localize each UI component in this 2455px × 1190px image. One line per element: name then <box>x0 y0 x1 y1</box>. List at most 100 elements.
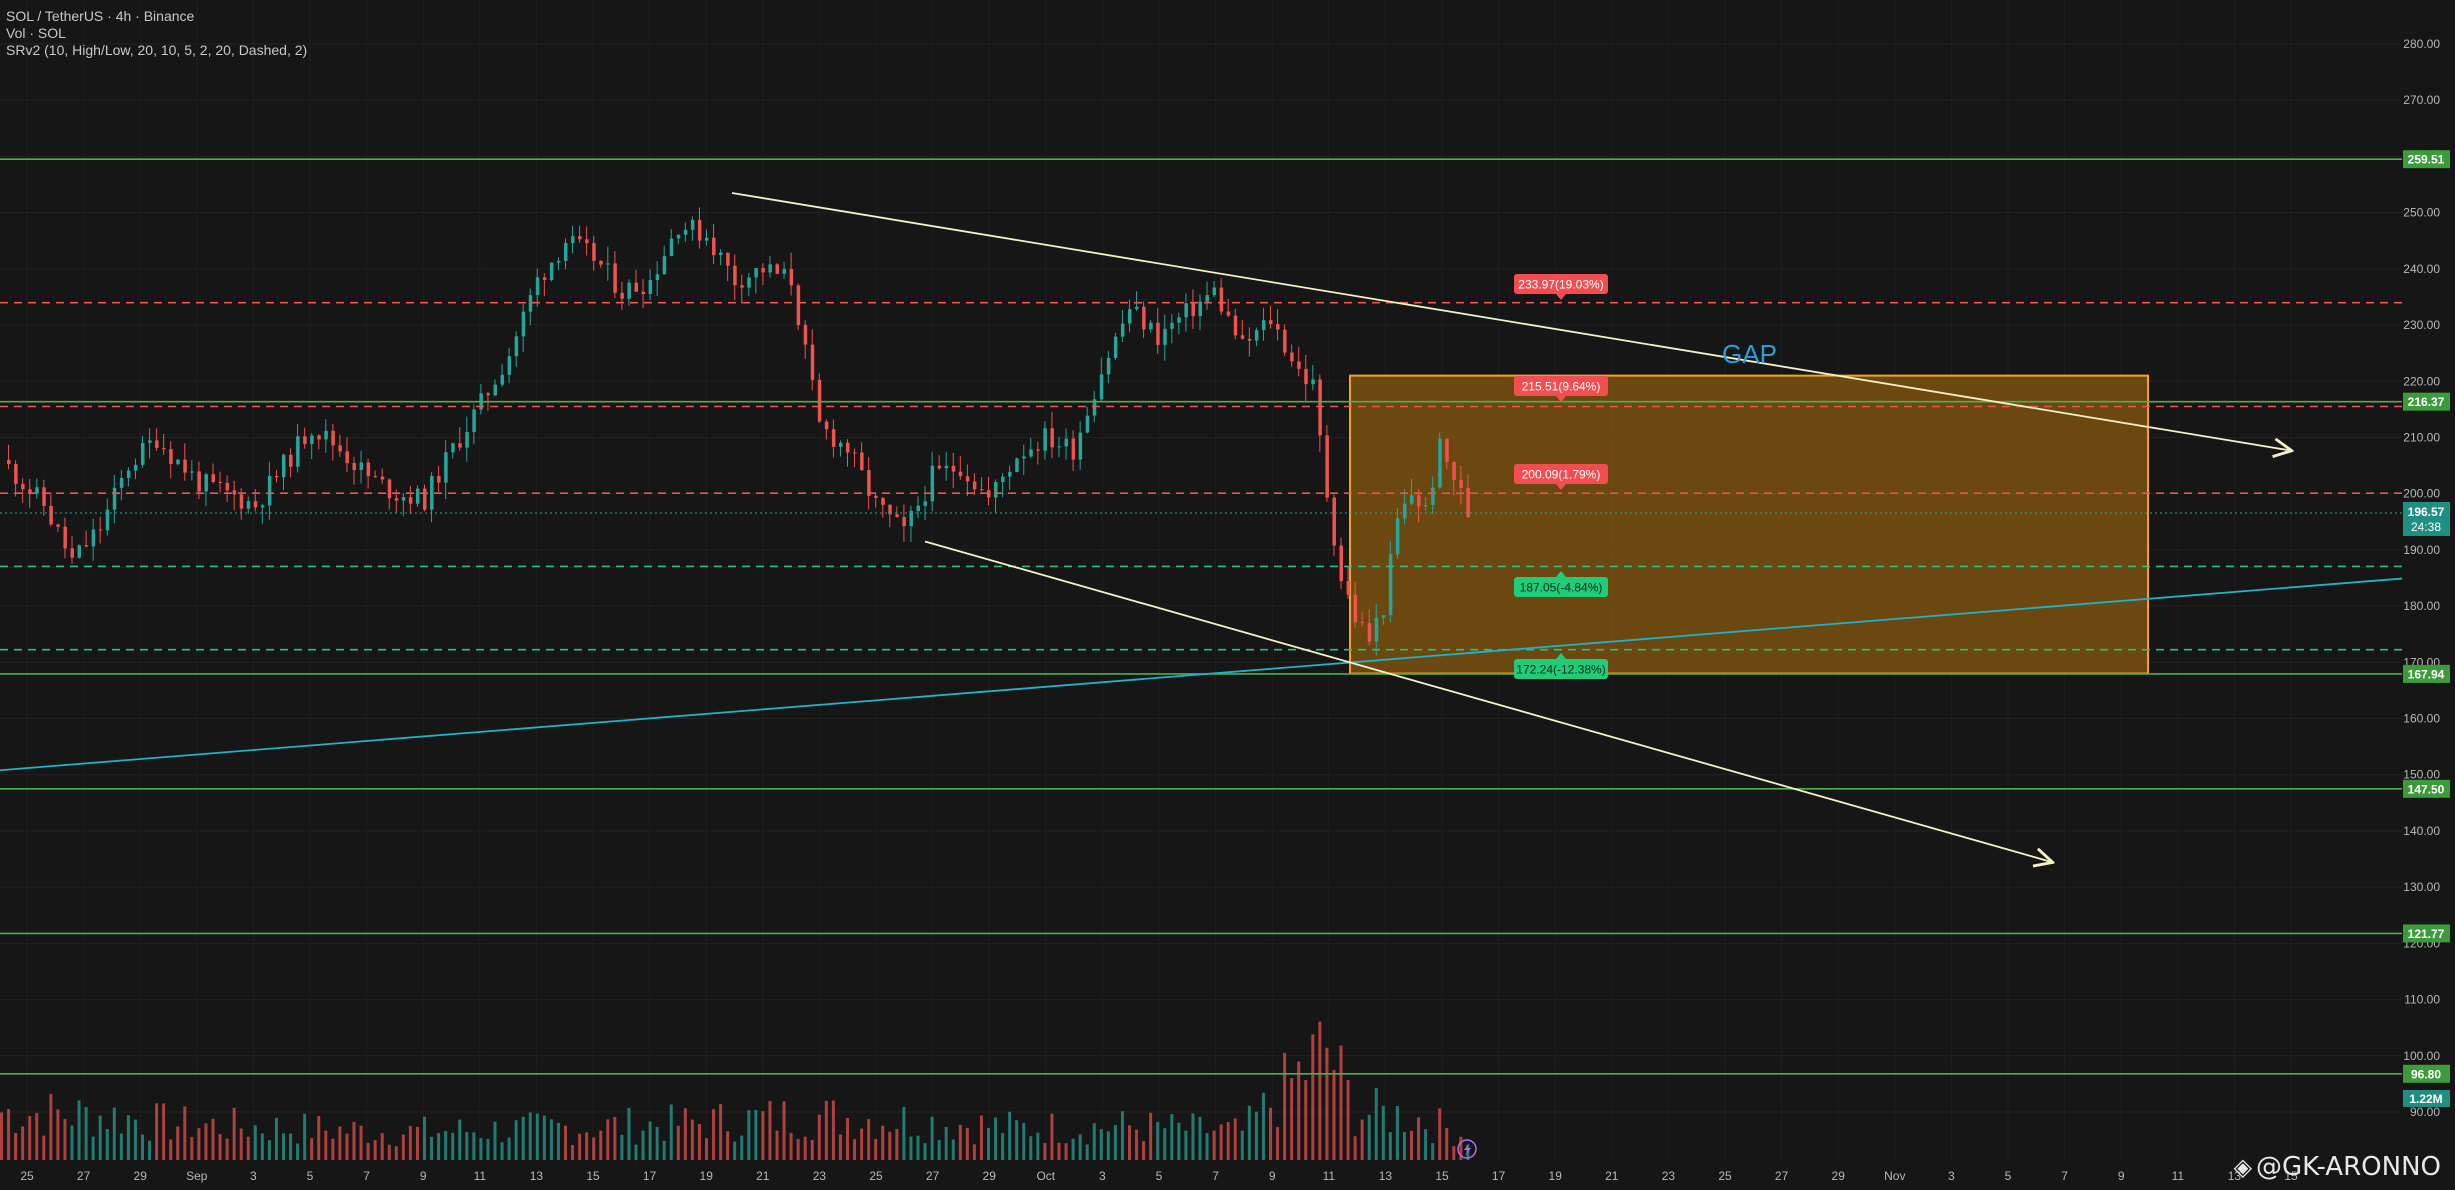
candle-body <box>846 442 850 453</box>
candle-body <box>514 336 519 357</box>
candle-body <box>902 517 906 527</box>
candle-body <box>1071 438 1076 460</box>
candle-body <box>1374 617 1379 642</box>
candle-body <box>218 481 223 483</box>
candle-body <box>754 268 758 278</box>
x-tick-label: 11 <box>474 1169 487 1183</box>
y-tick-label: 130.00 <box>2403 880 2440 894</box>
volume-bar <box>338 1126 342 1160</box>
volume-bar <box>21 1126 25 1160</box>
x-tick-label: 5 <box>307 1169 314 1183</box>
level-price-text: 259.51 <box>2408 153 2445 167</box>
volume-bar <box>105 1128 109 1160</box>
volume-bar <box>317 1115 321 1160</box>
candle-body <box>387 479 392 499</box>
candle-body <box>1099 374 1104 400</box>
volume-bar <box>712 1109 716 1160</box>
binance-logo-icon: ◈ <box>2233 1153 2253 1181</box>
lightning-icon <box>1464 1143 1471 1156</box>
candle-body <box>1015 458 1019 472</box>
x-tick-label: 29 <box>1832 1169 1846 1183</box>
volume-bar <box>352 1121 356 1160</box>
candle-body <box>423 488 427 510</box>
y-tick-label: 100.00 <box>2403 1049 2440 1063</box>
y-tick-label: 140.00 <box>2403 824 2440 838</box>
candle-body <box>246 501 251 509</box>
candle-body <box>324 430 328 440</box>
candle-body <box>1064 438 1069 447</box>
candle-body <box>817 379 822 422</box>
candle-body <box>676 234 681 239</box>
candle-body <box>225 482 230 491</box>
candle-body <box>1128 309 1132 324</box>
volume-bar <box>63 1118 67 1160</box>
volume-bar <box>1184 1130 1188 1160</box>
candle-body <box>338 445 342 452</box>
candle-body <box>162 447 166 450</box>
volume-bar <box>895 1128 899 1160</box>
candle-body <box>331 430 335 446</box>
volume-bar <box>979 1115 983 1160</box>
candle-body <box>1135 306 1139 310</box>
candle-body <box>1459 480 1463 489</box>
level-price-badge <box>2403 664 2450 683</box>
candle-body <box>620 292 624 299</box>
candle-body <box>176 459 180 465</box>
volume-bar <box>867 1119 871 1160</box>
volume-bar <box>394 1146 398 1160</box>
volume-bar <box>112 1107 116 1160</box>
candle-body <box>972 481 977 490</box>
candle-body <box>1163 328 1167 345</box>
x-tick-label: 15 <box>1435 1169 1449 1183</box>
watermark: ◈ @GK-ARONNO <box>2234 1152 2441 1182</box>
volume-bar <box>697 1123 701 1160</box>
volume-bar <box>1071 1138 1075 1160</box>
level-price-text: 167.94 <box>2408 667 2445 681</box>
candle-body <box>1142 306 1146 330</box>
volume-bar <box>1177 1122 1181 1160</box>
candle-body <box>1219 287 1224 312</box>
volume-bar <box>246 1136 250 1160</box>
candle-body <box>690 219 695 230</box>
volume-bar <box>1085 1144 1089 1160</box>
candle-body <box>274 475 279 478</box>
volume-bar <box>923 1143 927 1160</box>
target-label-box <box>1514 577 1608 597</box>
volume-bar <box>1120 1111 1124 1160</box>
candle-body <box>197 471 201 492</box>
x-tick-label: 5 <box>1156 1169 1163 1183</box>
target-label-pointer <box>1556 653 1566 659</box>
x-tick-label: 7 <box>1212 1169 1219 1183</box>
volume-bar <box>162 1103 166 1160</box>
target-label-pointer <box>1556 294 1566 300</box>
volume-bar <box>1388 1132 1392 1160</box>
y-tick-label: 250.00 <box>2403 206 2440 220</box>
candle-body <box>1297 361 1301 369</box>
volume-bar <box>535 1113 539 1160</box>
candle-body <box>91 529 96 547</box>
candle-body <box>289 454 293 467</box>
volume-bar <box>592 1137 596 1160</box>
level-price-text: 121.77 <box>2408 927 2445 941</box>
candle-body <box>641 291 646 295</box>
candle-body <box>1276 324 1280 330</box>
volume-bar <box>676 1125 680 1160</box>
candle-body <box>1120 323 1125 337</box>
candle-body <box>556 260 561 263</box>
volume-bar <box>126 1115 130 1160</box>
candle-body <box>888 504 892 515</box>
candle-body <box>944 465 949 469</box>
x-tick-label: 27 <box>926 1169 940 1183</box>
candle-body <box>296 436 300 467</box>
candle-body <box>1346 581 1351 595</box>
volume-bar <box>754 1110 758 1160</box>
volume-bar <box>634 1144 638 1160</box>
candle-body <box>84 545 89 547</box>
volume-bar <box>77 1100 81 1160</box>
volume-bar <box>155 1103 159 1160</box>
y-tick-label: 110.00 <box>2404 993 2440 1007</box>
candle-body <box>979 489 984 491</box>
volume-bar <box>1219 1124 1223 1160</box>
volume-bar <box>888 1131 892 1160</box>
